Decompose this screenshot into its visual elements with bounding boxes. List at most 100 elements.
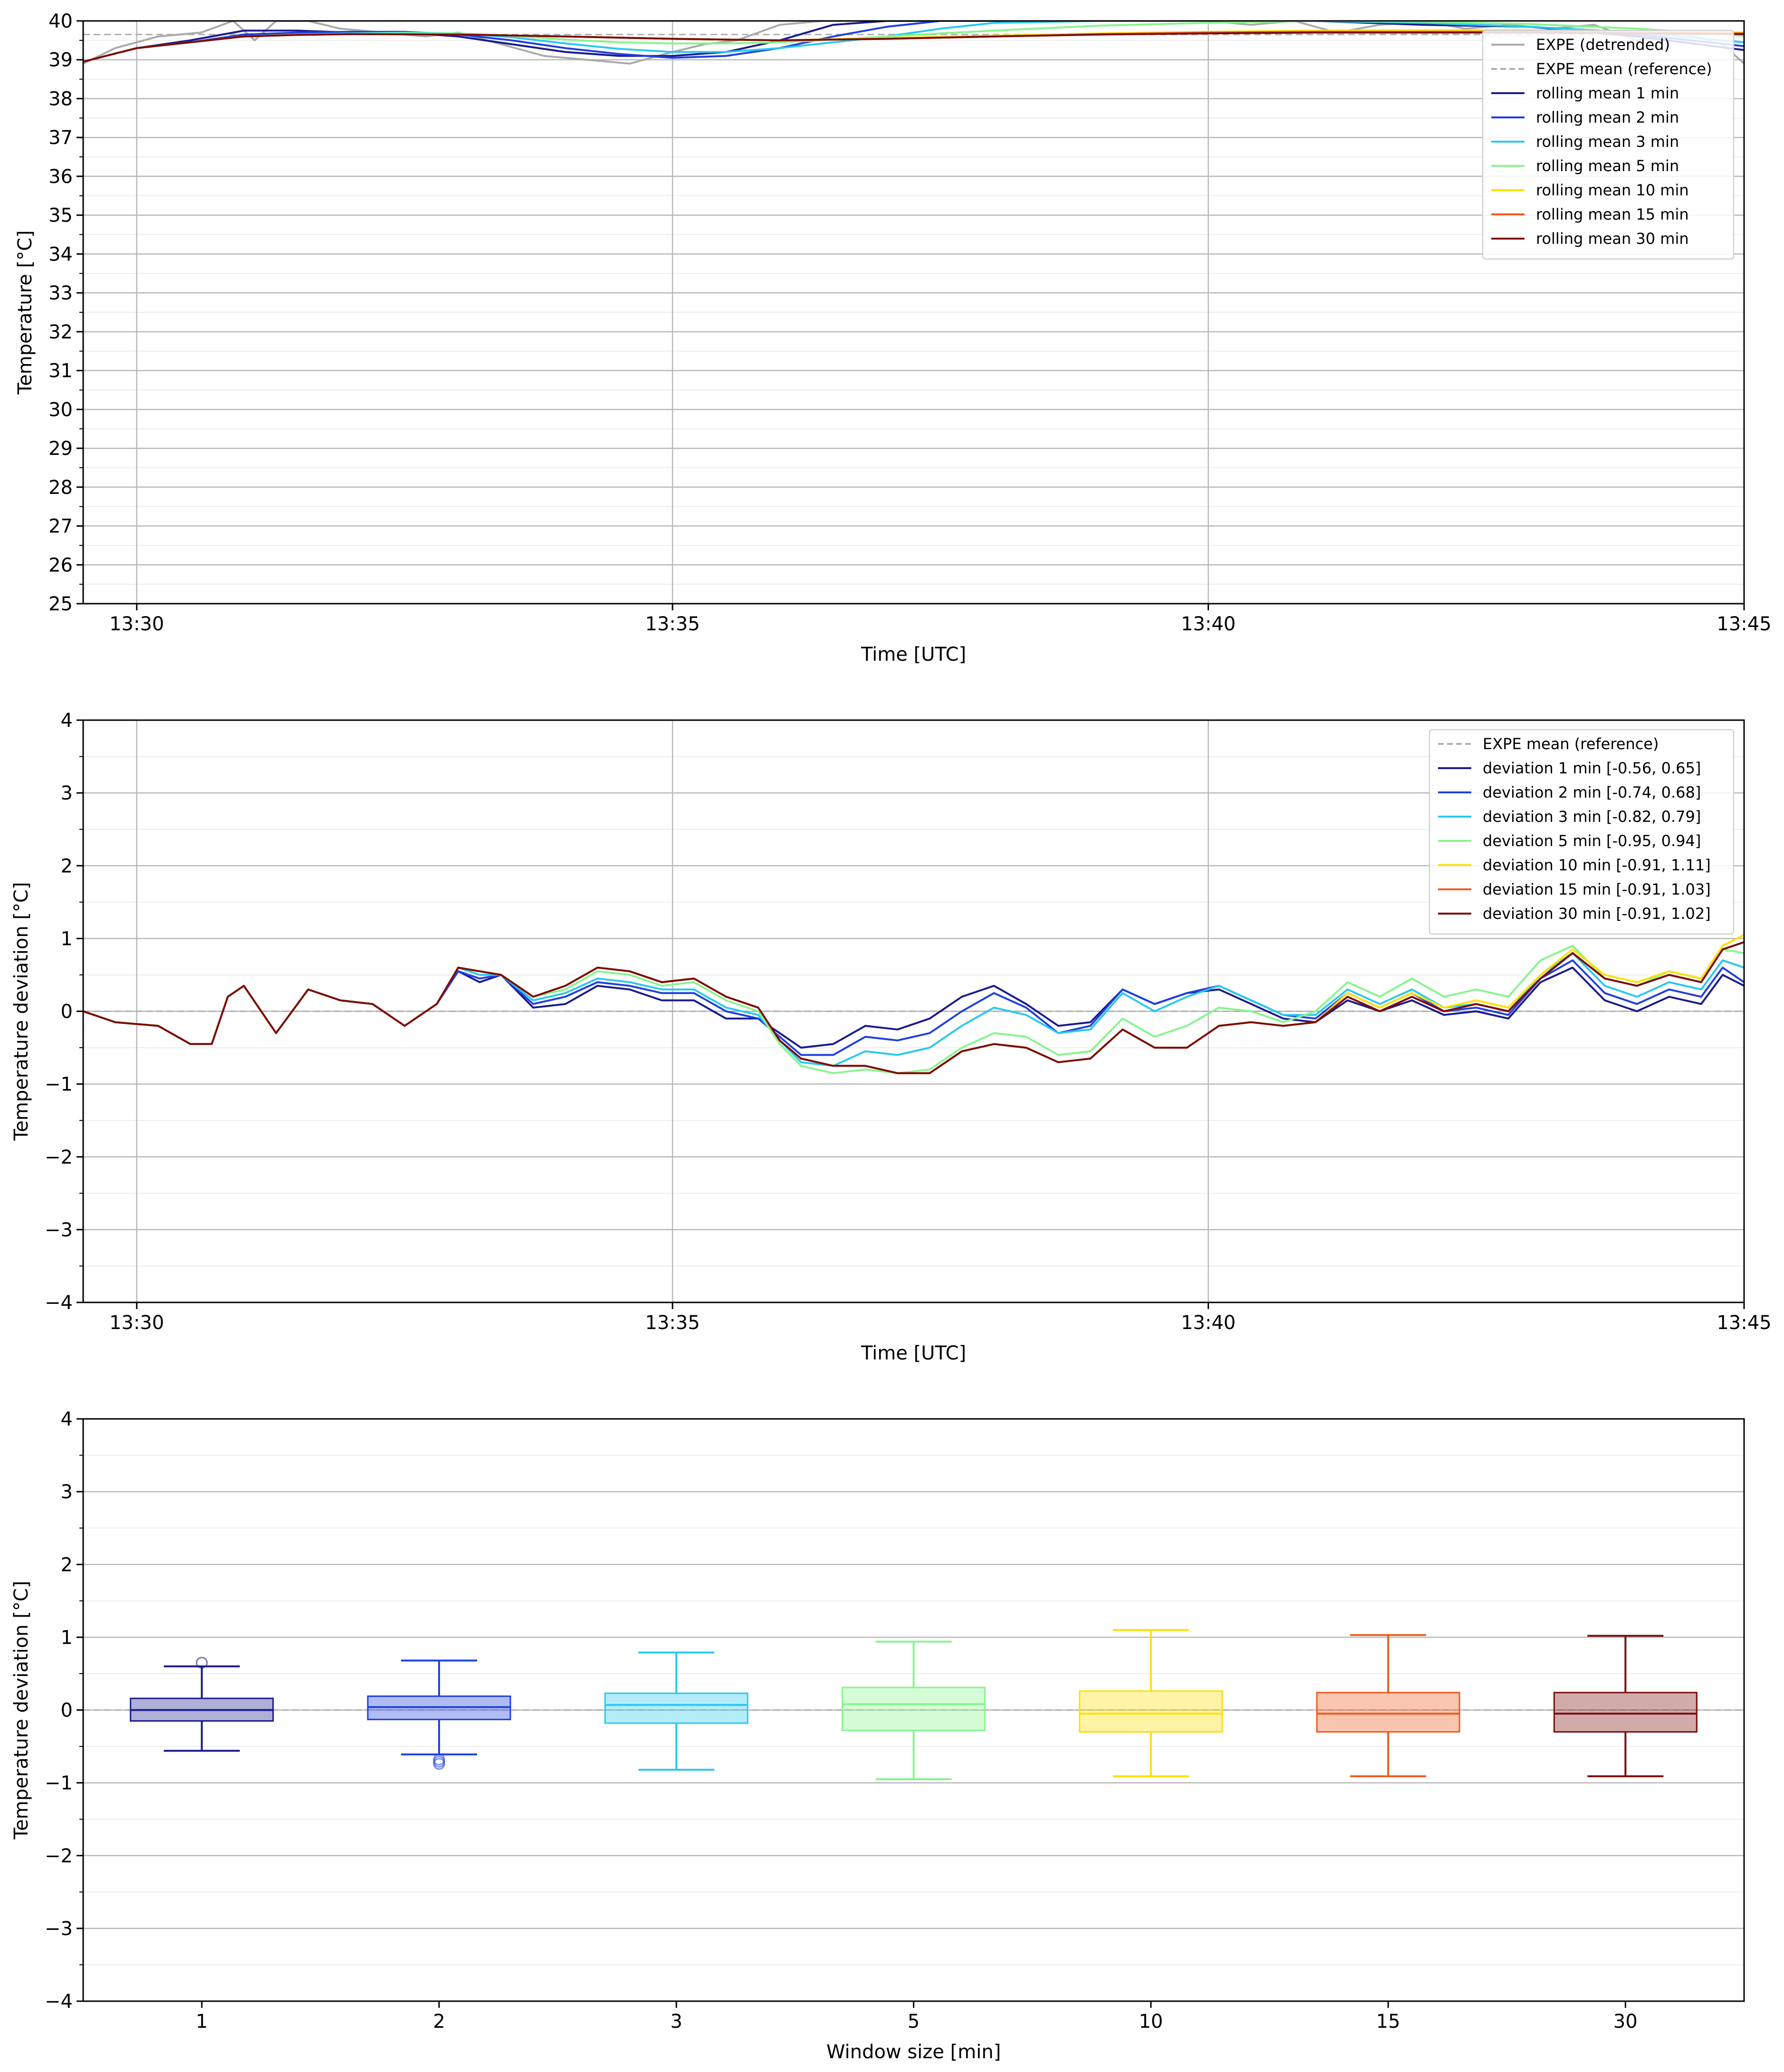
- outlier-point: [433, 1758, 445, 1770]
- y-tick-label: 37: [48, 127, 73, 149]
- y-tick-label: −2: [45, 1845, 73, 1867]
- legend-box: [1482, 29, 1735, 260]
- y-tick-label: −4: [45, 1292, 73, 1314]
- legend-entry: EXPE mean (reference): [1536, 60, 1712, 78]
- y-tick-label: 27: [48, 516, 73, 538]
- x-tick-label: 1: [196, 2011, 208, 2033]
- x-tick-label: 13:45: [1717, 1312, 1771, 1334]
- box-15: [1316, 1634, 1460, 1777]
- y-tick-label: 4: [61, 1408, 73, 1430]
- series-line-6: [83, 941, 1744, 1074]
- y-tick-label: 2: [61, 855, 73, 877]
- series-line-2: [83, 21, 1744, 63]
- legend-entry: deviation 10 min [-0.91, 1.11]: [1483, 856, 1711, 874]
- x-tick-label: 30: [1613, 2011, 1638, 2033]
- series-group: [83, 21, 1744, 65]
- y-tick-label: 1: [61, 1627, 73, 1648]
- x-axis-label: Window size [min]: [826, 2041, 1001, 2063]
- chart-temperature-deviation: −4 −3 −2 −1 0 1 2 3 4 13:30 13:35 13:40 13:45 Time [U…: [10, 710, 1772, 1364]
- series-group: [83, 934, 1744, 1074]
- y-tick-label: 34: [48, 243, 73, 265]
- x-tick-label: 13:35: [645, 1312, 700, 1334]
- y-axis-label: Temperature deviation [°C]: [10, 882, 32, 1141]
- legend-entry: deviation 2 min [-0.74, 0.68]: [1483, 783, 1701, 801]
- box-2: [367, 1659, 511, 1770]
- series-line-4: [83, 934, 1744, 1074]
- y-tick-label: 36: [48, 166, 73, 188]
- box-10: [1079, 1629, 1223, 1777]
- box-iqr: [604, 1692, 748, 1724]
- y-tick-label: 31: [48, 360, 73, 382]
- y-tick-label: 0: [61, 1700, 73, 1722]
- y-tick-label: 2: [61, 1554, 73, 1576]
- y-tick-label: 30: [48, 399, 73, 421]
- legend-entry: deviation 3 min [-0.82, 0.79]: [1483, 808, 1701, 826]
- box-iqr: [1553, 1692, 1698, 1733]
- legend-entry: rolling mean 10 min: [1536, 181, 1689, 199]
- x-tick-label: 15: [1376, 2011, 1400, 2033]
- x-tick-label: 2: [433, 2011, 445, 2033]
- y-tick-label: −1: [45, 1074, 73, 1096]
- legend-entry: rolling mean 15 min: [1536, 205, 1689, 223]
- x-tick-label: 13:45: [1717, 613, 1771, 635]
- y-tick-label: 35: [48, 205, 73, 227]
- y-tick-label: −2: [45, 1147, 73, 1168]
- x-tick-label: 5: [908, 2011, 920, 2033]
- y-tick-label: 3: [61, 1481, 73, 1503]
- legend-entry: rolling mean 1 min: [1536, 84, 1679, 102]
- series-line-2: [83, 952, 1744, 1067]
- outlier-point: [196, 1657, 208, 1669]
- legend-entry: EXPE mean (reference): [1483, 735, 1659, 753]
- y-tick-label: 3: [61, 782, 73, 804]
- chart-rolling-mean-temperature: 25 26 27 28 29 30 31 32 33 34 35 36 37 38 39 40 13:30 13:…: [14, 10, 1772, 665]
- x-tick-label: 13:30: [109, 613, 164, 635]
- legend-entry: rolling mean 2 min: [1536, 108, 1679, 126]
- legend-entry: EXPE (detrended): [1536, 36, 1670, 54]
- legend-entry: rolling mean 3 min: [1536, 133, 1679, 151]
- box-30: [1553, 1635, 1698, 1777]
- chart-deviation-boxplot: 1 2 3 5 10 15 30 −4 −3 −2 −1 0 1 2 3 4 Window size [min]…: [10, 1408, 1745, 2063]
- x-tick-label: 13:40: [1181, 1312, 1236, 1334]
- x-tick-label: 3: [670, 2011, 682, 2033]
- box-3: [604, 1651, 748, 1771]
- legend-entry: rolling mean 30 min: [1536, 230, 1689, 248]
- x-axis-label: Time [UTC]: [861, 644, 966, 665]
- box-iqr: [1316, 1692, 1460, 1733]
- legend-box: [1429, 729, 1735, 935]
- y-tick-label: 0: [61, 1001, 73, 1023]
- y-tick-label: −1: [45, 1773, 73, 1794]
- y-tick-label: 26: [48, 554, 73, 576]
- y-tick-label: −3: [45, 1219, 73, 1241]
- x-tick-label: 13:30: [109, 1312, 164, 1334]
- legend-entry: deviation 1 min [-0.56, 0.65]: [1483, 759, 1701, 777]
- series-line-0: [83, 21, 1744, 65]
- box-1: [130, 1657, 274, 1752]
- y-tick-label: 32: [48, 321, 73, 343]
- x-tick-label: 13:35: [645, 613, 700, 635]
- x-tick-label: 13:40: [1181, 613, 1236, 635]
- y-tick-label: 40: [48, 10, 73, 32]
- legend-entry: rolling mean 5 min: [1536, 157, 1679, 175]
- y-axis-label: Temperature deviation [°C]: [10, 1581, 32, 1840]
- box-5: [842, 1640, 986, 1780]
- legend-entry: deviation 15 min [-0.91, 1.03]: [1483, 880, 1711, 898]
- y-tick-label: −4: [45, 1991, 73, 2013]
- y-tick-label: 29: [48, 438, 73, 460]
- series-line-7: [83, 31, 1744, 63]
- y-tick-label: 4: [61, 710, 73, 732]
- legend-entry: deviation 5 min [-0.95, 0.94]: [1483, 832, 1701, 850]
- y-tick-label: 39: [48, 49, 73, 71]
- y-tick-label: 1: [61, 928, 73, 950]
- box-iqr: [1079, 1690, 1223, 1733]
- y-tick-label: 33: [48, 282, 73, 304]
- y-tick-label: 25: [48, 593, 73, 615]
- y-tick-label: −3: [45, 1918, 73, 1940]
- legend-entry: deviation 30 min [-0.91, 1.02]: [1483, 905, 1711, 923]
- y-tick-label: 38: [48, 88, 73, 110]
- x-axis-label: Time [UTC]: [861, 1342, 966, 1364]
- x-tick-label: 10: [1139, 2011, 1163, 2033]
- y-tick-label: 28: [48, 477, 73, 499]
- y-axis-label: Temperature [°C]: [14, 230, 36, 395]
- box-iqr: [842, 1687, 986, 1731]
